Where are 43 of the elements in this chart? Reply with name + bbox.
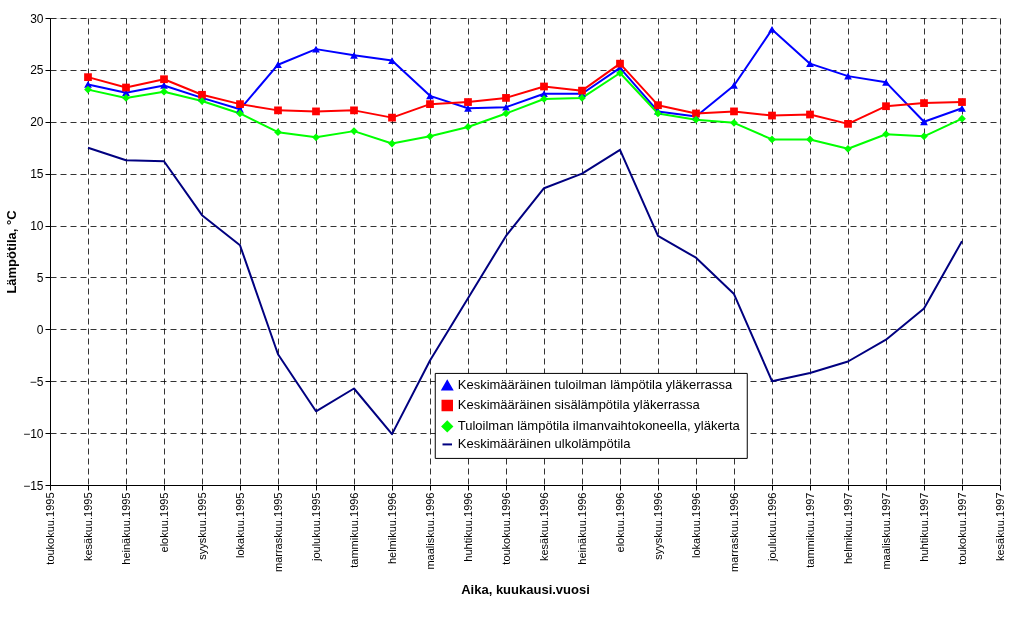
x-tick-label: helmikuu.1996	[385, 492, 398, 565]
line-series	[87, 146, 963, 436]
x-tick-label: heinäkuu.1996	[575, 492, 588, 565]
y-tick-label: 15	[30, 167, 44, 182]
x-tick-label: huhtikuu.1997	[917, 492, 930, 562]
x-tick-label: joulukuu.1996	[765, 492, 778, 563]
x-tick-label: tammikuu.1996	[347, 492, 360, 568]
x-tick-label: toukokuu.1996	[499, 492, 512, 565]
y-axis-title: Lämpötila, °C	[4, 209, 20, 294]
legend-label: Keskimääräinen sisälämpötila yläkerrassa	[457, 397, 701, 413]
y-tick-label: −10	[23, 426, 44, 441]
y-tick-label: −15	[23, 478, 44, 493]
x-tick-label: maaliskuu.1996	[423, 492, 436, 570]
y-tick-label: 5	[36, 270, 44, 285]
x-tick-label: lokakuu.1996	[689, 492, 702, 558]
x-tick-label: lokakuu.1995	[233, 492, 246, 558]
x-tick-label: marraskuu.1995	[271, 492, 284, 572]
x-tick-label: syyskuu.1996	[651, 492, 664, 560]
x-tick-label: syyskuu.1995	[195, 492, 208, 560]
x-tick-label: elokuu.1995	[157, 492, 170, 553]
y-tick-label: 30	[30, 11, 44, 26]
x-tick-label: maaliskuu.1997	[879, 492, 892, 570]
y-tick-label: 10	[30, 219, 44, 234]
y-tick-label: 20	[30, 115, 44, 130]
x-tick-label: tammikuu.1997	[803, 492, 816, 568]
x-tick-label: toukokuu.1997	[955, 492, 968, 565]
y-tick-label: 0	[36, 322, 44, 337]
x-tick-label: helmikuu.1997	[841, 492, 854, 565]
legend-label: Keskimääräinen ulkolämpötila	[457, 436, 632, 452]
x-tick-label: kesäkuu.1997	[993, 492, 1006, 561]
legend-label: Keskimääräinen tuloilman lämpötila yläkerrassa	[457, 377, 734, 393]
x-tick-label: toukokuu.1995	[43, 492, 56, 565]
x-tick-label: marraskuu.1996	[727, 492, 740, 572]
x-tick-label: kesäkuu.1995	[81, 492, 94, 561]
x-tick-label: huhtikuu.1996	[461, 492, 474, 562]
y-tick-label: −5	[29, 374, 44, 389]
y-tick-label: 25	[30, 63, 44, 78]
x-axis-title: Aika, kuukausi.vuosi	[461, 581, 590, 597]
x-tick-label: kesäkuu.1996	[537, 492, 550, 561]
x-tick-label: joulukuu.1995	[309, 492, 322, 563]
x-tick-label: elokuu.1996	[613, 492, 626, 553]
legend-label: Tuloilman lämpötila ilmanvaihtokoneella, yläkerta	[457, 418, 741, 434]
x-tick-label: heinäkuu.1995	[119, 492, 132, 565]
